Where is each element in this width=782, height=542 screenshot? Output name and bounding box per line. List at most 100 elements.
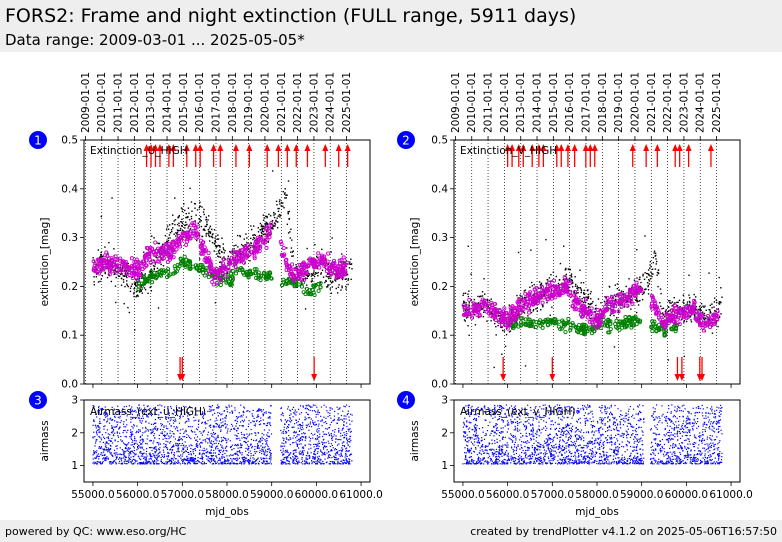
- frame-point: [92, 257, 94, 259]
- airmass-point: [305, 418, 307, 420]
- frame-point: [257, 227, 259, 229]
- magenta-point: [174, 247, 179, 252]
- airmass-point: [264, 423, 266, 425]
- airmass-point: [342, 410, 344, 412]
- airmass-point: [157, 452, 159, 454]
- frame-point: [276, 226, 279, 229]
- airmass-point: [238, 412, 240, 414]
- frame-point: [647, 293, 650, 295]
- frame-point: [650, 271, 652, 273]
- airmass-point: [239, 439, 241, 441]
- frame-point: [487, 305, 490, 308]
- airmass-point: [242, 421, 245, 423]
- airmass-point: [247, 409, 249, 412]
- green-point: [540, 325, 545, 330]
- frame-point: [589, 317, 592, 320]
- frame-point: [715, 301, 718, 304]
- panel-number-badge: [29, 131, 47, 149]
- frame-point: [575, 283, 577, 286]
- frame-point: [646, 276, 648, 278]
- outlier-arrows: [143, 144, 351, 381]
- airmass-point: [318, 455, 320, 457]
- frame-point: [530, 311, 533, 314]
- airmass-point: [125, 426, 127, 428]
- frame-point: [660, 305, 662, 307]
- frame-point: [234, 256, 237, 259]
- green-point: [139, 283, 144, 289]
- frame-point: [669, 301, 671, 304]
- frame-point: [214, 241, 217, 243]
- airmass-point: [333, 415, 336, 417]
- frame-point: [536, 302, 538, 304]
- frame-point: [201, 206, 203, 208]
- frame-point: [611, 312, 613, 315]
- green-point: [171, 271, 176, 276]
- green-point: [173, 266, 178, 271]
- magenta-point: [223, 274, 228, 279]
- frame-point: [316, 257, 318, 259]
- frame-point: [328, 284, 330, 286]
- airmass-point: [286, 458, 288, 460]
- frame-point: [481, 295, 484, 297]
- airmass-point: [258, 447, 260, 449]
- frame-point: [130, 285, 133, 288]
- frame-point: [718, 315, 721, 318]
- airmass-point: [131, 441, 133, 443]
- airmass-point: [289, 409, 291, 411]
- airmass-point: [215, 448, 217, 450]
- magenta-point: [220, 268, 225, 273]
- frame-point: [100, 215, 103, 218]
- airmass-point: [333, 418, 335, 420]
- airmass-point: [234, 428, 236, 430]
- frame-point: [266, 222, 268, 225]
- green-point: [166, 273, 171, 278]
- date-tick-label: 2013-01-01: [145, 72, 157, 133]
- frame-point: [177, 230, 179, 232]
- frame-point: [319, 281, 322, 284]
- frame-point: [614, 295, 617, 298]
- frame-point: [597, 298, 600, 300]
- airmass-point: [118, 460, 121, 463]
- frame-point: [310, 273, 313, 275]
- frame-point: [279, 199, 281, 201]
- frame-point: [180, 220, 182, 223]
- airmass-point: [138, 429, 140, 431]
- magenta-point: [166, 244, 171, 249]
- airmass-point: [226, 408, 228, 410]
- frame-point: [330, 281, 333, 284]
- airmass-point: [327, 412, 329, 414]
- frame-point: [645, 288, 647, 290]
- frame-point: [462, 304, 464, 307]
- outlier-low-arrowhead: [549, 374, 556, 381]
- airmass-point: [313, 446, 315, 448]
- airmass-point: [137, 431, 139, 433]
- frame-point: [538, 281, 541, 283]
- airmass-point: [327, 415, 329, 418]
- frame-point: [584, 301, 586, 304]
- frame-point: [215, 235, 217, 237]
- frame-point: [200, 220, 202, 222]
- frame-point: [676, 301, 678, 304]
- outlier-high-arrowhead: [629, 144, 636, 151]
- airmass-point: [94, 442, 97, 444]
- airmass-point: [280, 419, 282, 421]
- frame-point: [167, 239, 170, 242]
- frame-point: [579, 287, 582, 289]
- airmass-point: [236, 453, 239, 455]
- frame-point: [505, 333, 508, 336]
- frame-point: [662, 313, 665, 316]
- frame-point: [240, 253, 242, 255]
- airmass-point: [340, 460, 342, 462]
- magenta-point: [193, 225, 198, 230]
- frame-point: [151, 235, 153, 237]
- airmass-point: [133, 425, 135, 427]
- frame-point: [156, 267, 159, 269]
- frame-point: [636, 300, 638, 302]
- frame-point: [144, 273, 146, 275]
- airmass-point: [258, 409, 260, 411]
- frame-point: [283, 193, 286, 195]
- airmass-point: [155, 451, 157, 453]
- frame-point: [217, 244, 220, 247]
- frame-point: [279, 214, 282, 217]
- frame-point: [120, 277, 123, 280]
